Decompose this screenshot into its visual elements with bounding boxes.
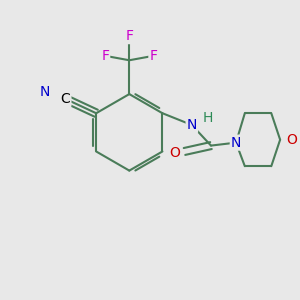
Text: N: N [231,136,241,150]
Text: O: O [169,146,180,160]
Text: O: O [286,133,297,147]
Text: C: C [61,92,70,106]
Text: N: N [39,85,50,99]
Text: H: H [203,111,213,124]
Text: F: F [101,49,109,63]
Text: F: F [149,49,158,63]
Text: F: F [125,29,133,43]
Text: N: N [187,118,197,132]
